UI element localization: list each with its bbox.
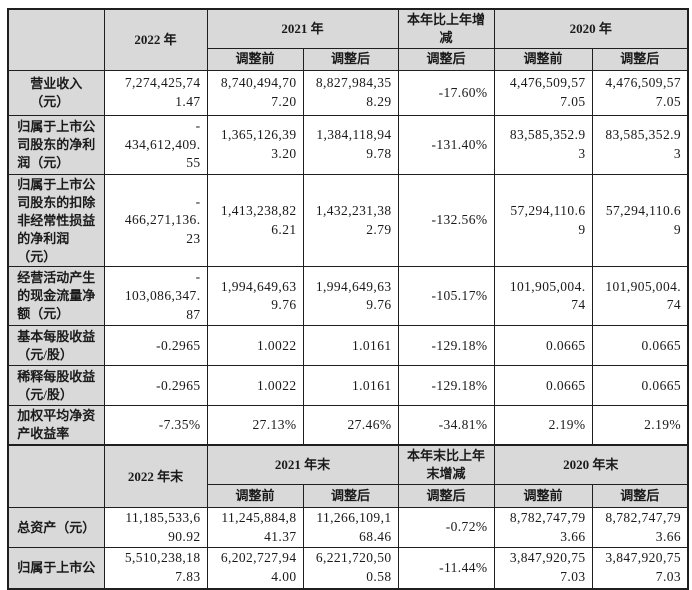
table-row-diluted-eps: 稀释每股收益 （元/股） -0.2965 1.0022 1.0161 -129.… <box>7 365 689 407</box>
subheader-post-adjust: 调整后 <box>591 484 689 509</box>
cell-2020-pre: 3,847,920,75 7.03 <box>493 547 593 590</box>
header-change: 本年比上年增 减 <box>397 8 495 49</box>
row-label: 归属于上市公 <box>7 547 105 590</box>
cell-2022: -0.2965 <box>103 365 208 407</box>
subheader-pre-adjust: 调整前 <box>493 484 593 509</box>
cell-2020-pre: 57,294,110.6 9 <box>493 173 593 268</box>
header-2020: 2020 年 <box>493 8 689 49</box>
cell-2022: 11,185,533,6 90.92 <box>103 507 208 549</box>
table-row-net-profit-excl-nonrecurring: 归属于上市公 司股东的扣除 非经常性损益 的净利润 （元） - 466,271,… <box>7 173 689 268</box>
cell-change: -0.72% <box>397 507 495 549</box>
row-label: 总资产（元） <box>7 507 105 549</box>
corner-cell <box>7 444 105 509</box>
cell-2021-pre: 6,202,727,94 4.00 <box>206 547 304 590</box>
cell-2022: -7.35% <box>103 405 208 446</box>
subheader-change-post-adjust: 调整后 <box>397 484 495 509</box>
table-row-equity-attributable: 归属于上市公 5,510,238,18 7.83 6,202,727,94 4.… <box>7 547 689 590</box>
cell-2020-post: 3,847,920,75 7.03 <box>591 547 689 590</box>
cell-change: -129.18% <box>397 325 495 367</box>
table-row-revenue: 营业收入 （元） 7,274,425,74 1.47 8,740,494,70 … <box>7 69 689 116</box>
cell-2021-post: 1,432,231,38 2.79 <box>302 173 399 268</box>
cell-2021-pre: 1,994,649,63 9.76 <box>206 266 304 327</box>
cell-2021-post: 1,994,649,63 9.76 <box>302 266 399 327</box>
cell-change: -34.81% <box>397 405 495 446</box>
row-label: 加权平均净资 产收益率 <box>7 405 105 446</box>
cell-2020-pre: 83,585,352.9 3 <box>493 114 593 175</box>
corner-cell <box>7 8 105 71</box>
cell-2021-post: 6,221,720,50 0.58 <box>302 547 399 590</box>
header-yearend-change: 本年末比上年 末增减 <box>397 444 495 486</box>
financial-summary-table: 2022 年 2021 年 本年比上年增 减 2020 年 调整前 调整后 调整… <box>7 8 690 590</box>
table-row-total-assets: 总资产（元） 11,185,533,6 90.92 11,245,884,8 4… <box>7 507 689 549</box>
subheader-post-adjust: 调整后 <box>302 47 399 71</box>
cell-change: -132.56% <box>397 173 495 268</box>
cell-2020-pre: 2.19% <box>493 405 593 446</box>
subheader-pre-adjust: 调整前 <box>493 47 593 71</box>
cell-2021-pre: 1.0022 <box>206 365 304 407</box>
cell-2020-post: 57,294,110.6 9 <box>591 173 689 268</box>
subheader-post-adjust: 调整后 <box>591 47 689 71</box>
row-label: 稀释每股收益 （元/股） <box>7 365 105 407</box>
cell-2020-post: 2.19% <box>591 405 689 446</box>
cell-2021-post: 11,266,109,1 68.46 <box>302 507 399 549</box>
cell-change: -11.44% <box>397 547 495 590</box>
cell-2022: 5,510,238,18 7.83 <box>103 547 208 590</box>
header-row-yearend-adjust: 调整前 调整后 调整后 调整前 调整后 <box>8 484 689 509</box>
cell-2022: 7,274,425,74 1.47 <box>103 69 208 116</box>
cell-2020-post: 83,585,352.9 3 <box>591 114 689 175</box>
cell-change: -17.60% <box>397 69 495 116</box>
subheader-post-adjust: 调整后 <box>302 484 399 509</box>
header-2021-end: 2021 年末 <box>206 444 399 486</box>
cell-2021-pre: 1,365,126,39 3.20 <box>206 114 304 175</box>
row-label: 基本每股收益 （元/股） <box>7 325 105 367</box>
header-row-adjust: 调整前 调整后 调整后 调整前 调整后 <box>8 47 689 71</box>
cell-2020-post: 4,476,509,57 7.05 <box>591 69 689 116</box>
subheader-change-post-adjust: 调整后 <box>397 47 495 71</box>
cell-change: -129.18% <box>397 365 495 407</box>
cell-2021-pre: 1,413,238,82 6.21 <box>206 173 304 268</box>
cell-change: -105.17% <box>397 266 495 327</box>
cell-2020-pre: 4,476,509,57 7.05 <box>493 69 593 116</box>
table-row-weighted-avg-roe: 加权平均净资 产收益率 -7.35% 27.13% 27.46% -34.81%… <box>7 405 689 446</box>
row-label: 经营活动产生 的现金流量净 额（元） <box>7 266 105 327</box>
cell-2022: - 103,086,347. 87 <box>103 266 208 327</box>
cell-2022: -0.2965 <box>103 325 208 367</box>
cell-2020-post: 101,905,004. 74 <box>591 266 689 327</box>
cell-2020-post: 8,782,747,79 3.66 <box>591 507 689 549</box>
table-row-operating-cash-flow: 经营活动产生 的现金流量净 额（元） - 103,086,347. 87 1,9… <box>7 266 689 327</box>
cell-2020-pre: 0.0665 <box>493 325 593 367</box>
cell-2022: - 466,271,136. 23 <box>103 173 208 268</box>
cell-2021-pre: 8,740,494,70 7.20 <box>206 69 304 116</box>
row-label: 归属于上市公 司股东的扣除 非经常性损益 的净利润 （元） <box>7 173 105 268</box>
cell-2021-pre: 11,245,884,8 41.37 <box>206 507 304 549</box>
cell-2021-post: 1.0161 <box>302 365 399 407</box>
cell-2022: - 434,612,409. 55 <box>103 114 208 175</box>
cell-2020-pre: 8,782,747,79 3.66 <box>493 507 593 549</box>
header-2022-end: 2022 年末 <box>103 444 208 509</box>
header-2022: 2022 年 <box>103 8 208 71</box>
header-2021: 2021 年 <box>206 8 399 49</box>
cell-change: -131.40% <box>397 114 495 175</box>
cell-2021-post: 8,827,984,35 8.29 <box>302 69 399 116</box>
cell-2021-post: 1,384,118,94 9.78 <box>302 114 399 175</box>
cell-2020-post: 0.0665 <box>591 365 689 407</box>
cell-2021-pre: 1.0022 <box>206 325 304 367</box>
cell-2020-pre: 101,905,004. 74 <box>493 266 593 327</box>
subheader-pre-adjust: 调整前 <box>206 484 304 509</box>
cell-2021-post: 1.0161 <box>302 325 399 367</box>
row-label: 营业收入 （元） <box>7 69 105 116</box>
row-label: 归属于上市公 司股东的净利 润（元） <box>7 114 105 175</box>
header-row-yearend: 2022 年末 2021 年末 本年末比上年 末增减 2020 年末 <box>7 444 689 509</box>
cell-2020-post: 0.0665 <box>591 325 689 367</box>
table-row-net-profit: 归属于上市公 司股东的净利 润（元） - 434,612,409. 55 1,3… <box>7 114 689 175</box>
cell-2021-pre: 27.13% <box>206 405 304 446</box>
cell-2021-post: 27.46% <box>302 405 399 446</box>
header-2020-end: 2020 年末 <box>493 444 689 486</box>
cell-2020-pre: 0.0665 <box>493 365 593 407</box>
subheader-pre-adjust: 调整前 <box>206 47 304 71</box>
header-row-years: 2022 年 2021 年 本年比上年增 减 2020 年 <box>7 8 689 71</box>
table-row-basic-eps: 基本每股收益 （元/股） -0.2965 1.0022 1.0161 -129.… <box>7 325 689 367</box>
